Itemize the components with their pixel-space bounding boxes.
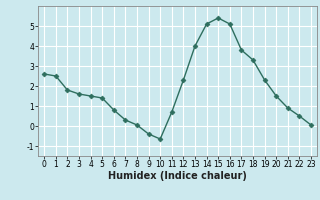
X-axis label: Humidex (Indice chaleur): Humidex (Indice chaleur) bbox=[108, 171, 247, 181]
